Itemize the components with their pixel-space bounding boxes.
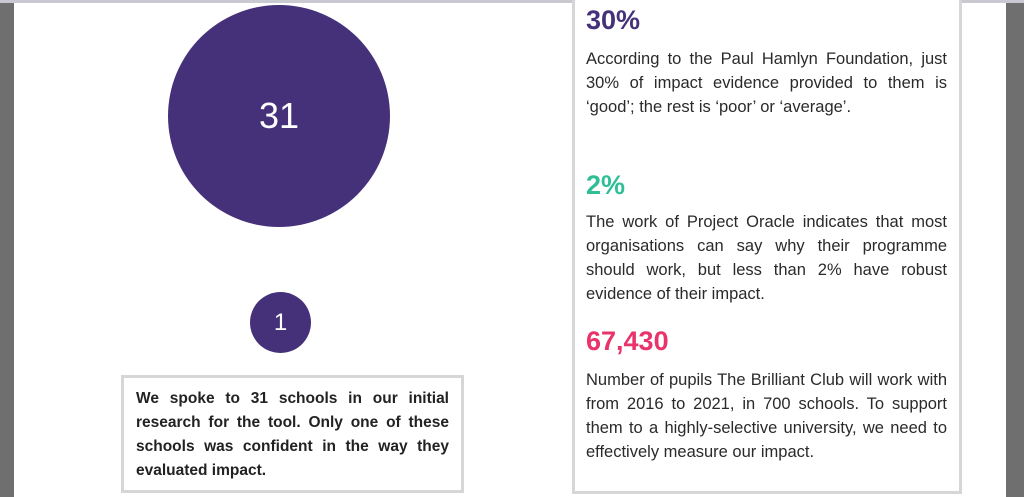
stat-figure-pupils: 67,430: [586, 326, 669, 356]
top-rule: [0, 0, 1024, 3]
research-quote-box: We spoke to 31 schools in our initial re…: [121, 375, 464, 493]
schools-count-value: 31: [258, 95, 300, 136]
stat-figure-2-percent: 2%: [586, 170, 626, 200]
schools-count-circle: 31: [168, 5, 390, 227]
research-quote-text: We spoke to 31 schools in our initial re…: [136, 390, 449, 479]
stat-text-paul-hamlyn: According to the Paul Hamlyn Foundation,…: [586, 50, 947, 116]
confident-schools-circle: 1: [250, 292, 311, 353]
stats-panel: [572, 0, 962, 494]
stat-text-brilliant-club: Number of pupils The Brilliant Club will…: [586, 371, 947, 461]
stat-figure-30-percent: 30%: [586, 5, 641, 35]
confident-schools-value: 1: [273, 308, 288, 336]
stat-text-project-oracle: The work of Project Oracle indicates tha…: [586, 213, 947, 303]
